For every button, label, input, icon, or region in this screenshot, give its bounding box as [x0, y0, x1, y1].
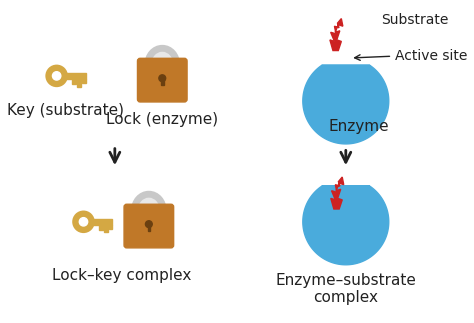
Circle shape	[146, 221, 152, 227]
Bar	[83, 219, 112, 225]
Bar	[99, 225, 102, 230]
Text: Lock–key complex: Lock–key complex	[52, 268, 191, 283]
Text: Enzyme–substrate
complex: Enzyme–substrate complex	[275, 273, 416, 305]
Text: Key (substrate): Key (substrate)	[7, 103, 124, 118]
Bar	[147, 224, 150, 231]
Bar	[56, 73, 85, 79]
Text: Substrate: Substrate	[382, 13, 449, 27]
Polygon shape	[303, 186, 389, 265]
Polygon shape	[331, 177, 344, 209]
Polygon shape	[330, 19, 343, 51]
Text: Lock (enzyme): Lock (enzyme)	[106, 112, 219, 127]
Circle shape	[73, 212, 93, 232]
Bar	[77, 79, 81, 87]
Bar	[161, 78, 164, 85]
Bar	[82, 79, 85, 83]
FancyBboxPatch shape	[137, 58, 187, 102]
Circle shape	[79, 218, 88, 226]
FancyBboxPatch shape	[124, 204, 173, 248]
Circle shape	[53, 72, 61, 80]
Text: Active site: Active site	[395, 49, 467, 63]
Polygon shape	[303, 65, 389, 144]
Bar	[104, 225, 108, 233]
Circle shape	[47, 66, 66, 86]
Bar	[109, 225, 112, 229]
Bar	[72, 79, 76, 84]
Circle shape	[159, 75, 166, 82]
Text: Enzyme: Enzyme	[329, 119, 390, 134]
